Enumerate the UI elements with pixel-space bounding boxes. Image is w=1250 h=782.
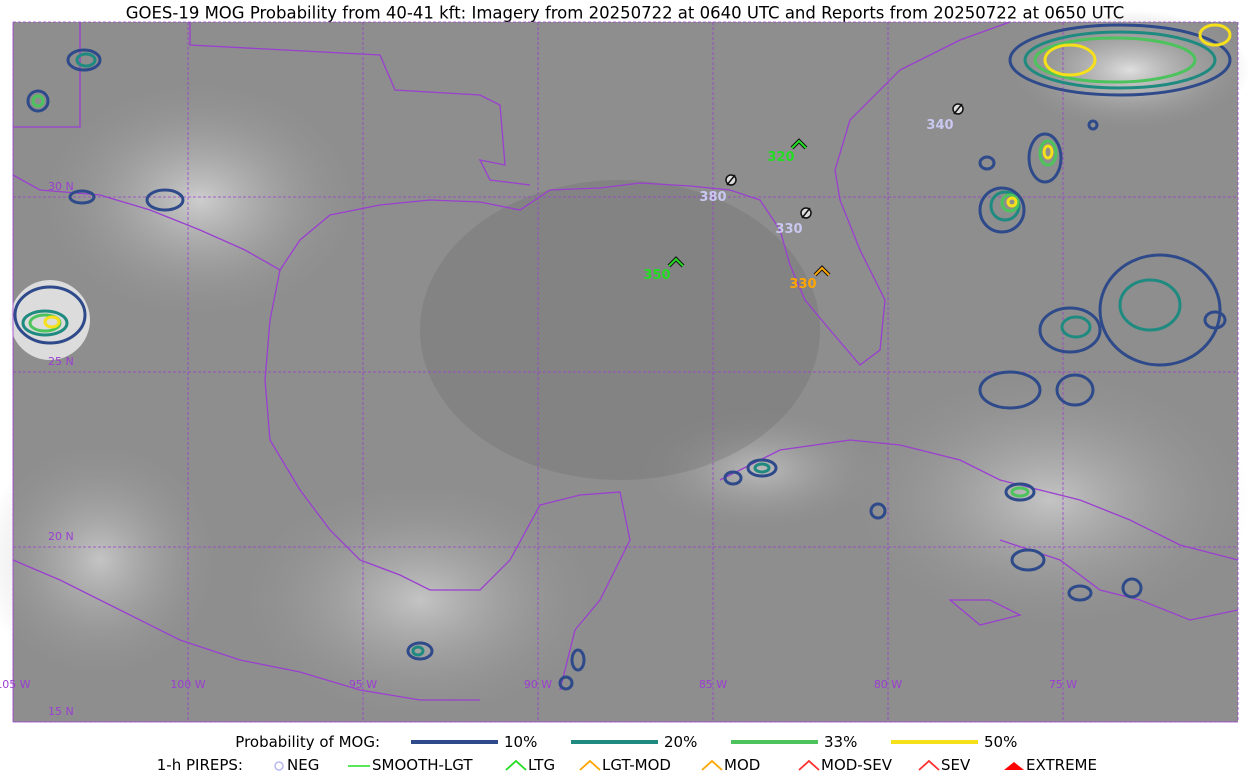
map-frame bbox=[12, 21, 1239, 723]
legend: Probability of MOG: 10% 20% 33% 50% 1-h PIREP… bbox=[157, 733, 1097, 774]
legend-symbol bbox=[918, 759, 940, 771]
latitude-label: 30 N bbox=[48, 180, 74, 193]
latitude-label: 15 N bbox=[48, 705, 74, 718]
satellite-imagery bbox=[0, 10, 1250, 722]
latitude-label: 20 N bbox=[48, 530, 74, 543]
longitude-label: 85 W bbox=[699, 678, 727, 691]
neg-slash bbox=[953, 103, 963, 115]
pirep-reports: 320 340 380 330 350 330 bbox=[643, 103, 964, 292]
neg-slash bbox=[726, 174, 736, 186]
legend-label: 33% bbox=[824, 733, 857, 751]
legend-label: SMOOTH-LGT bbox=[372, 756, 473, 774]
legend-symbol bbox=[1004, 762, 1024, 770]
report-altitude: 330 bbox=[775, 222, 802, 237]
report-altitude: 320 bbox=[767, 150, 794, 165]
longitude-label: 95 W bbox=[349, 678, 377, 691]
report-altitude: 350 bbox=[643, 268, 670, 283]
legend-label: LTG bbox=[528, 756, 555, 774]
legend-label: 10% bbox=[504, 733, 537, 751]
turb-symbol bbox=[814, 266, 830, 276]
latitude-label: 25 N bbox=[48, 355, 74, 368]
legend-label: 20% bbox=[664, 733, 697, 751]
coastlines bbox=[12, 21, 1239, 701]
legend-label: SEV bbox=[941, 756, 971, 774]
legend-title: 1-h PIREPS: bbox=[157, 756, 243, 774]
legend-label: MOD bbox=[724, 756, 760, 774]
legend-symbol bbox=[798, 759, 820, 771]
longitude-label: 105 W bbox=[0, 678, 31, 691]
report-altitude: 340 bbox=[926, 118, 953, 133]
legend-label: LGT-MOD bbox=[602, 756, 671, 774]
legend-title: Probability of MOG: bbox=[235, 733, 380, 751]
longitude-label: 90 W bbox=[524, 678, 552, 691]
legend-label: 50% bbox=[984, 733, 1017, 751]
longitude-label: 100 W bbox=[170, 678, 205, 691]
legend-label: NEG bbox=[287, 756, 319, 774]
legend-symbol bbox=[274, 761, 284, 771]
report-altitude: 380 bbox=[699, 190, 726, 205]
longitude-label: 80 W bbox=[874, 678, 902, 691]
longitude-label: 75 W bbox=[1049, 678, 1077, 691]
legend-label: EXTREME bbox=[1026, 756, 1097, 774]
turb-symbol bbox=[668, 257, 684, 267]
title: GOES-19 MOG Probability from 40-41 kft: … bbox=[126, 4, 1125, 23]
neg-slash bbox=[801, 207, 811, 219]
report-altitude: 330 bbox=[789, 277, 816, 292]
legend-symbol bbox=[579, 759, 601, 771]
turb-symbol bbox=[791, 139, 807, 149]
legend-label: MOD-SEV bbox=[821, 756, 893, 774]
mog-contours bbox=[13, 23, 1232, 691]
legend-symbol bbox=[701, 759, 723, 771]
legend-symbol bbox=[505, 759, 527, 771]
